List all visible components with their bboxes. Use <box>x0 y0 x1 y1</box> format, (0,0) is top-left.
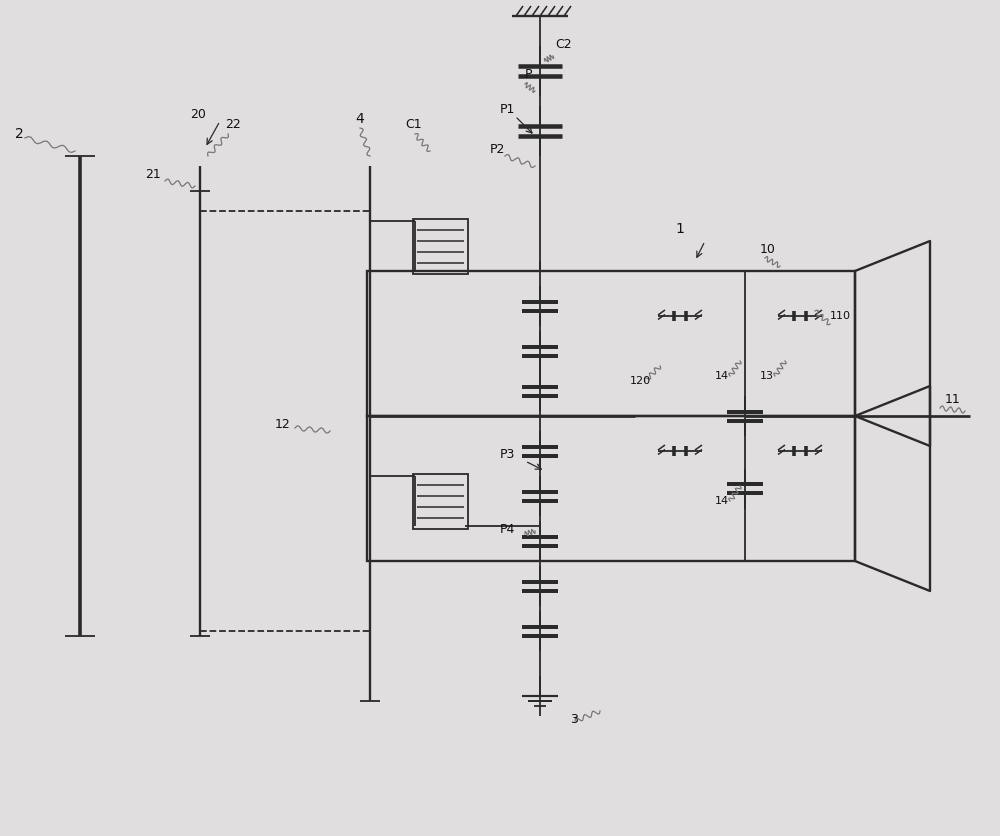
Text: 2: 2 <box>15 127 24 141</box>
Text: 10: 10 <box>760 243 776 256</box>
Text: P: P <box>525 68 532 81</box>
Text: 4: 4 <box>355 112 364 126</box>
Bar <box>367 416 855 561</box>
Bar <box>413 218 468 273</box>
Text: 1: 1 <box>675 222 684 236</box>
Text: 20: 20 <box>190 108 206 121</box>
Text: 110: 110 <box>830 311 851 321</box>
Text: 3: 3 <box>570 713 578 726</box>
Text: 11: 11 <box>945 393 961 406</box>
Bar <box>413 473 468 528</box>
Text: 14: 14 <box>715 496 729 506</box>
Text: 12: 12 <box>275 418 291 431</box>
Text: P2: P2 <box>490 143 505 156</box>
Text: 120: 120 <box>630 376 651 386</box>
Text: 13: 13 <box>760 371 774 381</box>
Text: C2: C2 <box>555 38 572 51</box>
Text: C1: C1 <box>405 118 422 131</box>
Bar <box>367 271 855 416</box>
Text: P3: P3 <box>500 448 515 461</box>
Text: P1: P1 <box>500 103 515 116</box>
Text: 22: 22 <box>225 118 241 131</box>
Text: 21: 21 <box>145 168 161 181</box>
Text: P4: P4 <box>500 523 515 536</box>
Text: 14: 14 <box>715 371 729 381</box>
